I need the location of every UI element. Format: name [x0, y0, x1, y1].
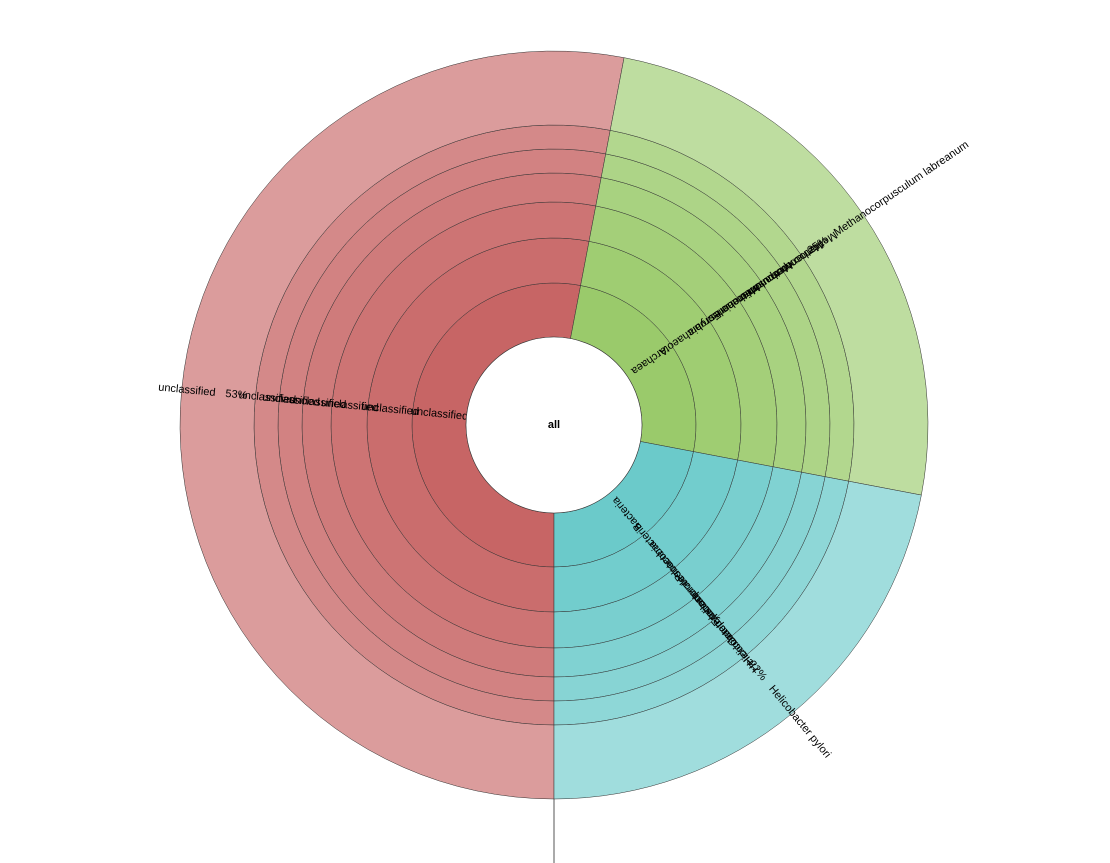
ring-label-0-4: unclassified	[262, 391, 320, 408]
center-label: all	[548, 419, 560, 431]
center-circle[interactable]	[465, 336, 643, 514]
ring-label-0-1: unclassified	[361, 401, 419, 418]
wedge-2-level-6[interactable]	[553, 480, 922, 800]
ring-label-0-3: unclassified	[288, 394, 346, 411]
ring-label-0-5: unclassified	[238, 389, 296, 406]
wedge-1-level-6[interactable]	[609, 57, 929, 496]
wedge-layer	[179, 50, 929, 800]
ring-label-0-0: unclassified	[410, 405, 468, 422]
leaf-label-1: Methanocorpusculum labreanum	[832, 139, 971, 239]
wedge-0-level-6[interactable]	[179, 50, 625, 800]
leaf-label-0: unclassified	[158, 382, 216, 399]
ring-label-0-2: unclassified	[321, 397, 379, 414]
percent-label-0: 53%	[225, 388, 248, 402]
